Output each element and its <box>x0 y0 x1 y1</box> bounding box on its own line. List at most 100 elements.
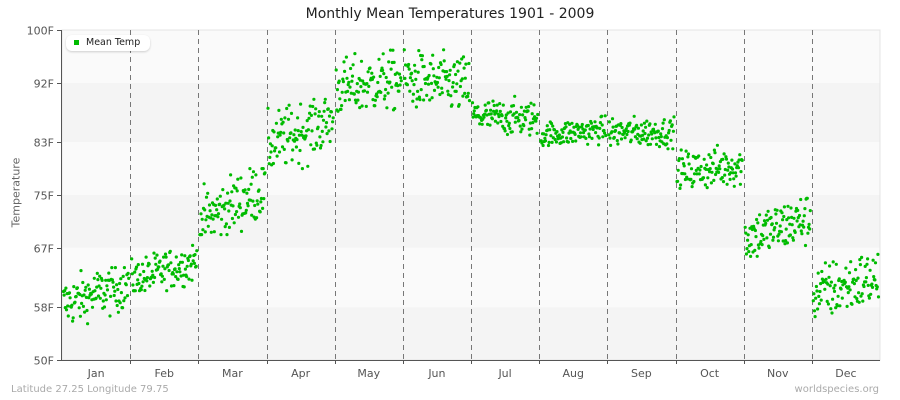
data-point <box>190 278 194 282</box>
data-point <box>64 286 68 290</box>
data-point <box>138 273 142 277</box>
data-point <box>543 139 548 143</box>
data-point <box>218 194 222 198</box>
data-point <box>148 284 152 288</box>
data-point <box>373 98 377 102</box>
data-point <box>827 275 831 279</box>
data-point <box>452 63 456 67</box>
data-point <box>745 247 749 251</box>
data-point <box>840 296 844 300</box>
data-point <box>628 121 632 125</box>
data-point <box>450 103 454 107</box>
data-point <box>223 225 227 229</box>
data-point <box>372 75 376 79</box>
data-point <box>336 109 340 113</box>
data-point <box>721 157 725 161</box>
data-point <box>422 64 426 69</box>
legend[interactable]: Mean Temp <box>66 35 151 51</box>
data-point <box>219 233 223 237</box>
data-point <box>84 295 88 299</box>
data-point <box>308 104 312 108</box>
data-point <box>327 114 332 118</box>
data-point <box>451 81 455 85</box>
data-point <box>151 273 155 277</box>
data-point <box>150 269 154 273</box>
data-point <box>331 120 335 124</box>
data-point <box>753 248 757 252</box>
data-point <box>99 286 103 290</box>
data-point <box>609 143 613 147</box>
data-point <box>571 139 575 143</box>
data-point <box>527 127 531 131</box>
data-point <box>598 121 603 125</box>
data-point <box>383 94 387 98</box>
data-point <box>521 113 525 117</box>
data-point <box>749 254 753 258</box>
data-point <box>97 284 101 288</box>
source-link[interactable]: worldspecies.org <box>794 384 879 395</box>
data-point <box>98 296 102 300</box>
data-point <box>561 130 565 134</box>
data-point <box>724 157 729 161</box>
data-point <box>847 285 851 289</box>
data-point <box>147 262 151 266</box>
data-point <box>855 297 859 301</box>
data-point <box>186 258 190 263</box>
data-point <box>778 224 782 228</box>
data-point <box>174 255 178 259</box>
data-point <box>764 213 768 217</box>
data-point <box>803 243 808 248</box>
data-point <box>819 298 823 302</box>
data-point <box>799 229 803 233</box>
data-point <box>504 116 508 120</box>
legend-swatch-icon <box>74 40 79 45</box>
data-point <box>618 131 622 135</box>
data-point <box>646 143 650 147</box>
data-point <box>666 147 670 151</box>
data-point <box>707 153 711 157</box>
data-point <box>314 107 318 111</box>
data-point <box>392 60 396 64</box>
data-point <box>829 280 834 284</box>
data-point <box>437 76 441 80</box>
data-point <box>218 202 222 206</box>
data-point <box>341 77 345 81</box>
data-point <box>176 277 180 281</box>
data-point <box>378 74 382 78</box>
data-point <box>160 280 164 284</box>
data-point <box>492 103 496 108</box>
data-point <box>454 72 458 77</box>
data-point <box>155 253 159 257</box>
data-point <box>185 275 189 279</box>
data-point <box>793 230 797 234</box>
data-point <box>67 291 72 295</box>
data-point <box>645 119 649 123</box>
data-point <box>813 315 817 319</box>
data-point <box>300 133 304 137</box>
data-point <box>415 97 419 101</box>
data-point <box>698 168 702 172</box>
data-point <box>660 127 665 131</box>
data-point <box>382 97 386 101</box>
data-point <box>121 274 125 278</box>
data-point <box>839 287 843 291</box>
data-point <box>261 206 265 210</box>
data-point <box>396 84 400 88</box>
data-point <box>382 72 386 76</box>
data-point <box>727 165 731 169</box>
data-point <box>136 263 140 267</box>
data-point <box>802 225 806 229</box>
data-point <box>96 278 100 282</box>
data-point <box>709 155 713 160</box>
data-point <box>534 119 538 123</box>
data-point <box>180 260 184 264</box>
data-point <box>413 63 417 67</box>
data-point <box>71 319 75 323</box>
data-point <box>740 158 744 162</box>
data-point <box>131 283 135 287</box>
data-point <box>183 267 187 271</box>
data-point <box>256 202 260 206</box>
data-point <box>526 109 530 113</box>
data-point <box>704 167 708 171</box>
data-point <box>846 291 850 295</box>
